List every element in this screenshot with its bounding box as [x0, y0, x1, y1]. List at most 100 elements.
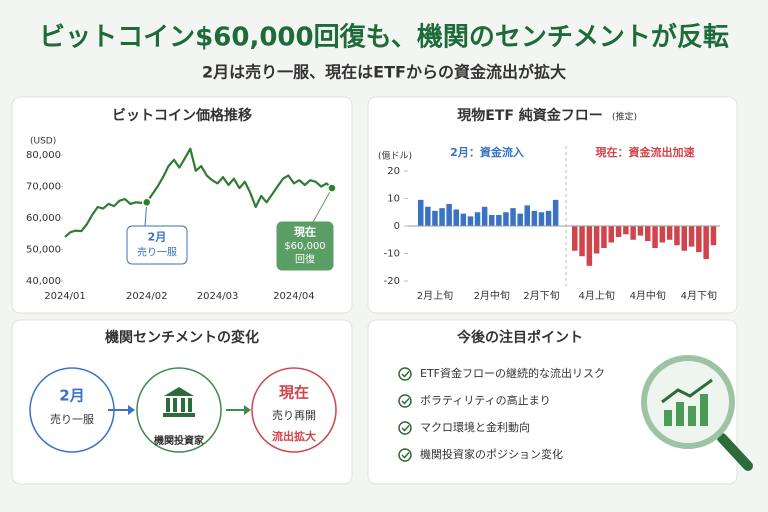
check-mark	[401, 424, 410, 432]
bar	[601, 226, 607, 248]
node-text: 売り再開	[272, 409, 316, 422]
bar	[496, 215, 502, 226]
bank-icon	[163, 387, 195, 417]
panel	[11, 96, 353, 314]
axis-label: (億ドル)	[378, 150, 412, 162]
bar	[652, 226, 658, 248]
bar	[439, 208, 445, 226]
marker	[141, 197, 152, 208]
y-tick-label: 80,000	[26, 150, 61, 161]
bar	[710, 226, 717, 246]
y-tick-label: 40,000	[26, 276, 61, 287]
bar	[418, 199, 424, 226]
check-mark	[401, 451, 410, 459]
node-text: 売り一服	[50, 413, 94, 426]
bar	[425, 206, 431, 226]
bar	[579, 226, 585, 257]
bar	[681, 226, 687, 251]
page-subtitle: 2月は売り一服、現在はETFからの資金流出が拡大	[202, 63, 566, 82]
x-tick-label: 4月中旬	[630, 289, 666, 302]
bar	[467, 216, 474, 226]
bar	[666, 226, 673, 240]
annotation-text: 売り一服	[137, 246, 177, 259]
bar	[586, 226, 593, 266]
page-title: ビットコイン$60,000回復も、機関のセンチメントが反転	[39, 22, 729, 53]
check-icon	[398, 421, 412, 435]
magnifier-icon	[641, 355, 753, 471]
annotation-box	[276, 221, 334, 271]
bar	[446, 204, 452, 226]
annotation-text: $60,000	[284, 241, 325, 252]
annotation-box	[126, 225, 188, 265]
y-tick-label: -10	[384, 249, 400, 260]
annotation-text: 2月	[148, 230, 167, 243]
price-line	[64, 147, 333, 238]
x-tick-label: 4月下旬	[681, 289, 717, 302]
bar	[538, 212, 545, 226]
x-tick-label: 2024/02	[126, 291, 168, 302]
bar	[593, 226, 600, 254]
y-tick-label: 60,000	[26, 213, 61, 224]
y-tick-label: 70,000	[26, 182, 61, 193]
bar	[696, 226, 702, 253]
bar	[688, 226, 695, 247]
check-mark	[401, 370, 410, 378]
bar	[572, 226, 578, 251]
bar	[460, 213, 467, 226]
check-icon	[398, 367, 412, 381]
bar	[630, 226, 636, 240]
y-tick-label: 10	[387, 194, 400, 205]
y-tick-label: 50,000	[26, 245, 61, 256]
check-mark	[401, 397, 410, 405]
chart-title: 現物ETF 純資金フロー	[457, 107, 603, 124]
bar	[674, 226, 680, 246]
section-title: 機関センチメントの変化	[105, 329, 259, 346]
node-circle	[136, 367, 222, 453]
x-tick-label: 2月下旬	[523, 289, 559, 302]
y-tick-label: 0	[394, 221, 400, 232]
bar	[645, 226, 651, 242]
annotation-text: 現在	[294, 224, 316, 238]
marker	[327, 183, 337, 193]
y-tick-label: 20	[387, 166, 400, 177]
legend-label: 現在：資金流出加速	[596, 145, 695, 159]
bar	[432, 210, 438, 226]
bar	[453, 209, 459, 226]
node-text: 機関投資家	[154, 434, 205, 447]
chart-title: ビットコイン価格推移	[112, 107, 252, 124]
bar	[524, 205, 530, 226]
node-circle	[251, 367, 337, 453]
x-tick-label: 4月上旬	[578, 289, 614, 302]
bar	[517, 213, 523, 226]
bar	[503, 212, 509, 226]
y-tick-label: -20	[384, 276, 400, 287]
chart-subtitle: (推定)	[612, 111, 637, 123]
node-circle	[29, 367, 115, 453]
bar	[474, 212, 481, 226]
x-tick-label: 2024/04	[273, 291, 315, 302]
bar	[545, 210, 552, 226]
check-icon	[398, 448, 412, 462]
x-tick-label: 2024/01	[44, 291, 86, 302]
outlook-item: 機関投資家のポジション変化	[420, 447, 563, 461]
bar	[481, 206, 488, 226]
bar	[623, 226, 629, 235]
outlook-item: ボラティリティの高止まり	[420, 393, 551, 407]
outlook-item: マクロ環境と金利動向	[420, 420, 530, 434]
annotation-text: 回復	[295, 253, 315, 266]
annotation-connector	[312, 187, 333, 223]
panel	[367, 319, 738, 485]
axis-label: (USD)	[30, 137, 56, 147]
node-text: 2月	[59, 387, 84, 405]
outlook-item: ETF資金フローの継続的な流出リスク	[420, 366, 605, 380]
arrow	[226, 405, 251, 415]
node-text: 流出拡大	[272, 429, 316, 443]
panel	[367, 96, 738, 314]
bar	[608, 226, 614, 243]
bar	[489, 215, 495, 226]
bar	[510, 208, 516, 226]
bar	[637, 226, 644, 236]
legend-label: 2月：資金流入	[450, 145, 524, 159]
arrow	[108, 405, 135, 415]
bar	[552, 199, 559, 226]
